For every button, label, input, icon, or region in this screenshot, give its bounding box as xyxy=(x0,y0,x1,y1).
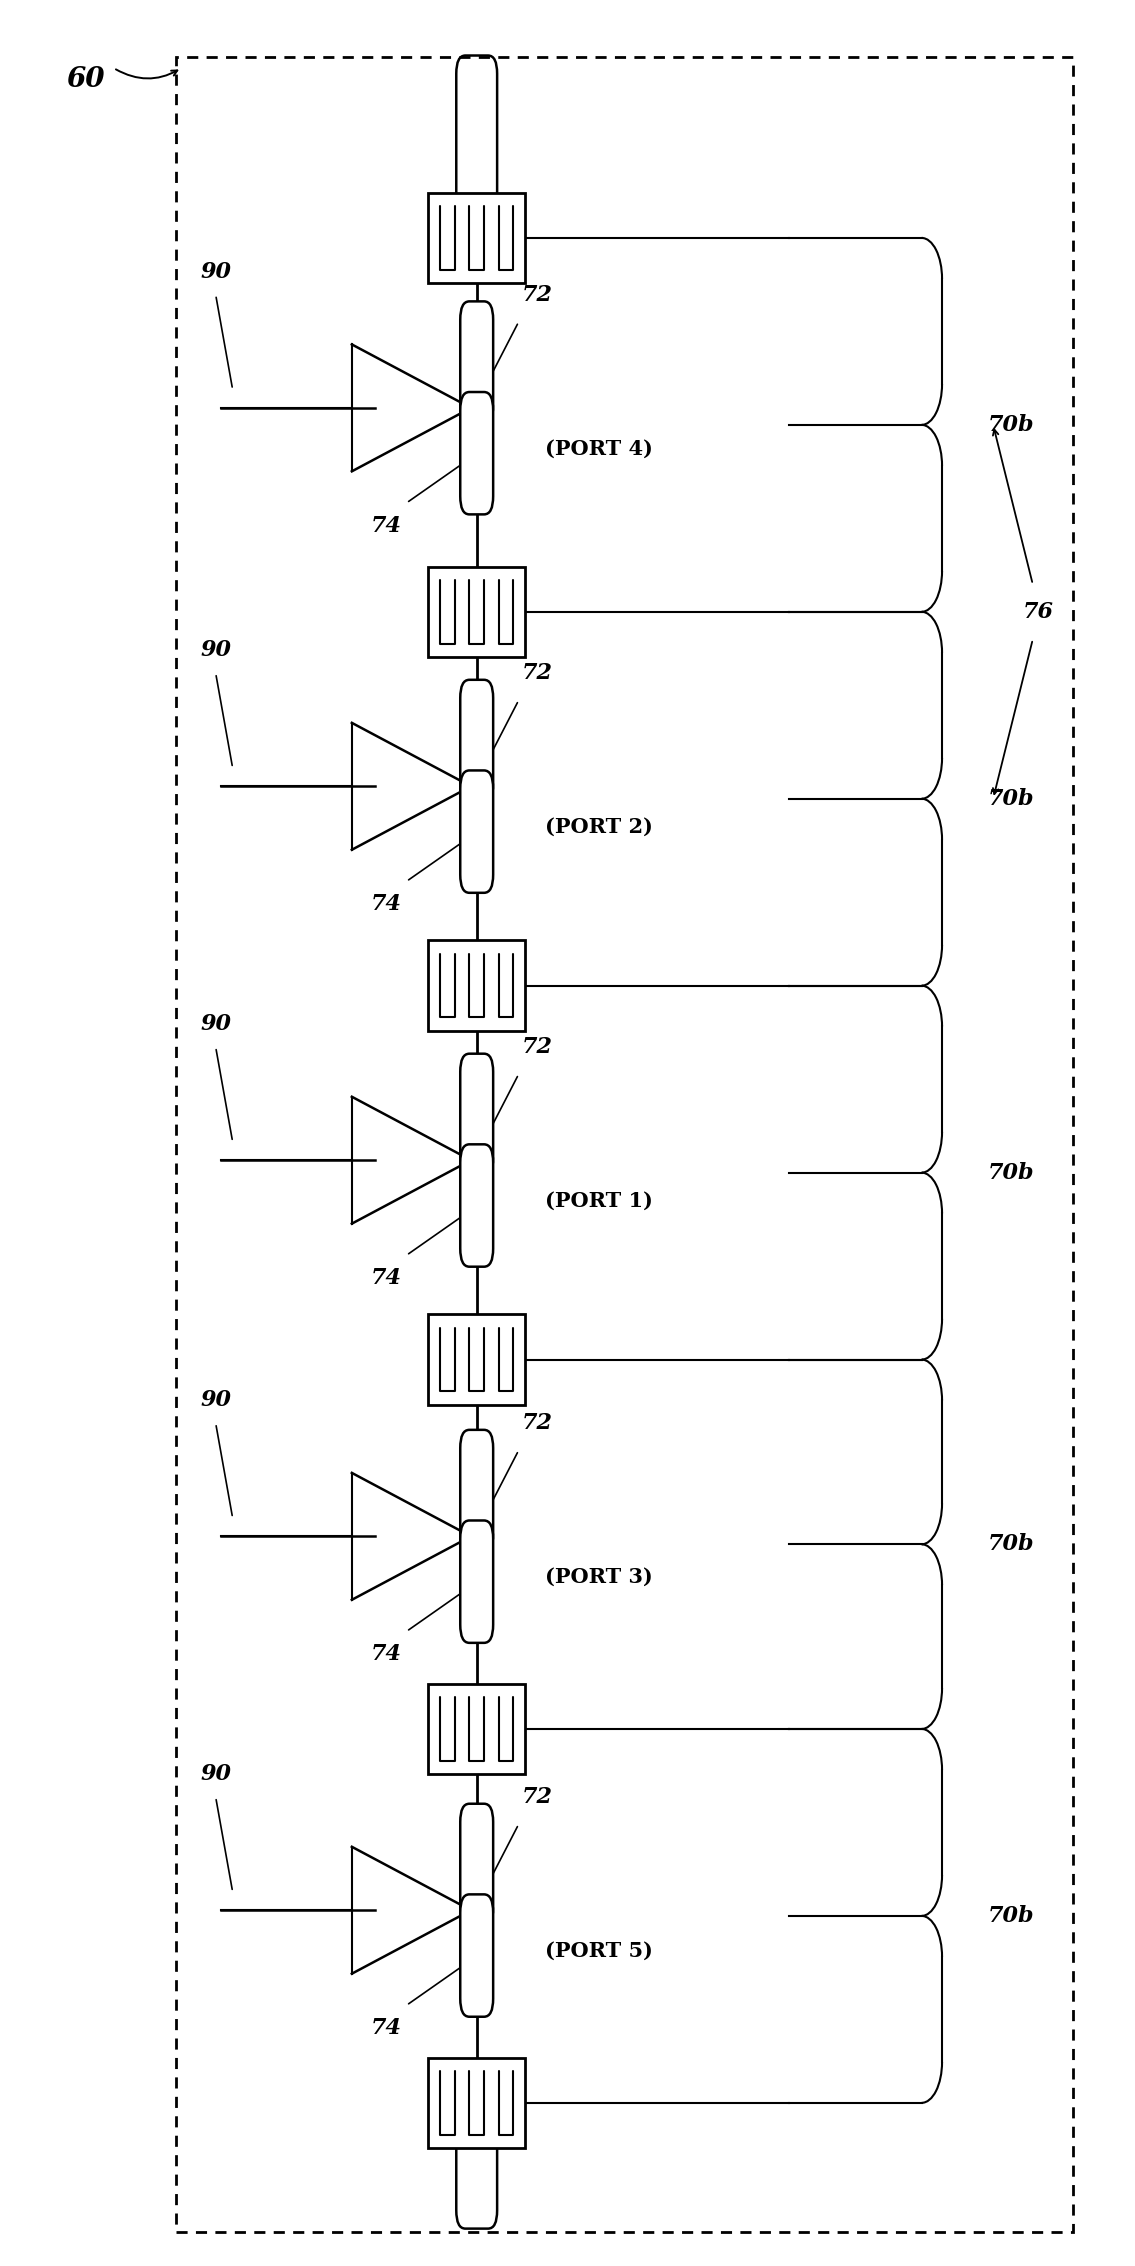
Bar xyxy=(176,57,1073,2232)
FancyBboxPatch shape xyxy=(429,566,524,657)
FancyBboxPatch shape xyxy=(429,1314,524,1405)
Text: 60: 60 xyxy=(66,66,104,93)
FancyBboxPatch shape xyxy=(429,193,524,283)
FancyBboxPatch shape xyxy=(461,1430,493,1552)
FancyBboxPatch shape xyxy=(461,1804,493,1926)
FancyBboxPatch shape xyxy=(429,940,524,1031)
Text: 72: 72 xyxy=(522,1786,553,1808)
FancyBboxPatch shape xyxy=(461,1894,493,2017)
Text: 90: 90 xyxy=(200,261,232,283)
Text: 72: 72 xyxy=(522,1412,553,1434)
Text: 70b: 70b xyxy=(987,1534,1034,1554)
Text: 76: 76 xyxy=(1023,600,1054,623)
Text: 74: 74 xyxy=(370,1267,402,1289)
Text: (PORT 1): (PORT 1) xyxy=(545,1192,653,1210)
FancyBboxPatch shape xyxy=(429,2058,524,2148)
Text: 70b: 70b xyxy=(987,1906,1034,1926)
FancyBboxPatch shape xyxy=(456,2089,497,2230)
Text: 74: 74 xyxy=(370,1643,402,1666)
Text: 74: 74 xyxy=(370,514,402,537)
Text: 72: 72 xyxy=(522,283,553,306)
Text: 90: 90 xyxy=(200,1013,232,1036)
Text: 70b: 70b xyxy=(987,1162,1034,1183)
FancyBboxPatch shape xyxy=(461,1520,493,1643)
Text: 74: 74 xyxy=(370,2017,402,2039)
FancyBboxPatch shape xyxy=(461,1144,493,1267)
Text: (PORT 2): (PORT 2) xyxy=(545,818,653,836)
Text: 70b: 70b xyxy=(987,789,1034,809)
Text: (PORT 5): (PORT 5) xyxy=(545,1942,653,1960)
Text: 90: 90 xyxy=(200,1763,232,1786)
Text: (PORT 4): (PORT 4) xyxy=(545,440,653,458)
Text: 70b: 70b xyxy=(987,415,1034,435)
Text: 74: 74 xyxy=(370,893,402,915)
FancyBboxPatch shape xyxy=(461,680,493,802)
Text: (PORT 3): (PORT 3) xyxy=(545,1568,653,1586)
FancyBboxPatch shape xyxy=(461,301,493,424)
FancyBboxPatch shape xyxy=(456,54,497,218)
FancyBboxPatch shape xyxy=(461,770,493,893)
Text: 72: 72 xyxy=(522,662,553,684)
Text: 72: 72 xyxy=(522,1036,553,1058)
FancyBboxPatch shape xyxy=(461,1054,493,1176)
Text: 90: 90 xyxy=(200,1389,232,1412)
Text: 90: 90 xyxy=(200,639,232,662)
FancyBboxPatch shape xyxy=(429,1684,524,1774)
FancyBboxPatch shape xyxy=(461,392,493,514)
